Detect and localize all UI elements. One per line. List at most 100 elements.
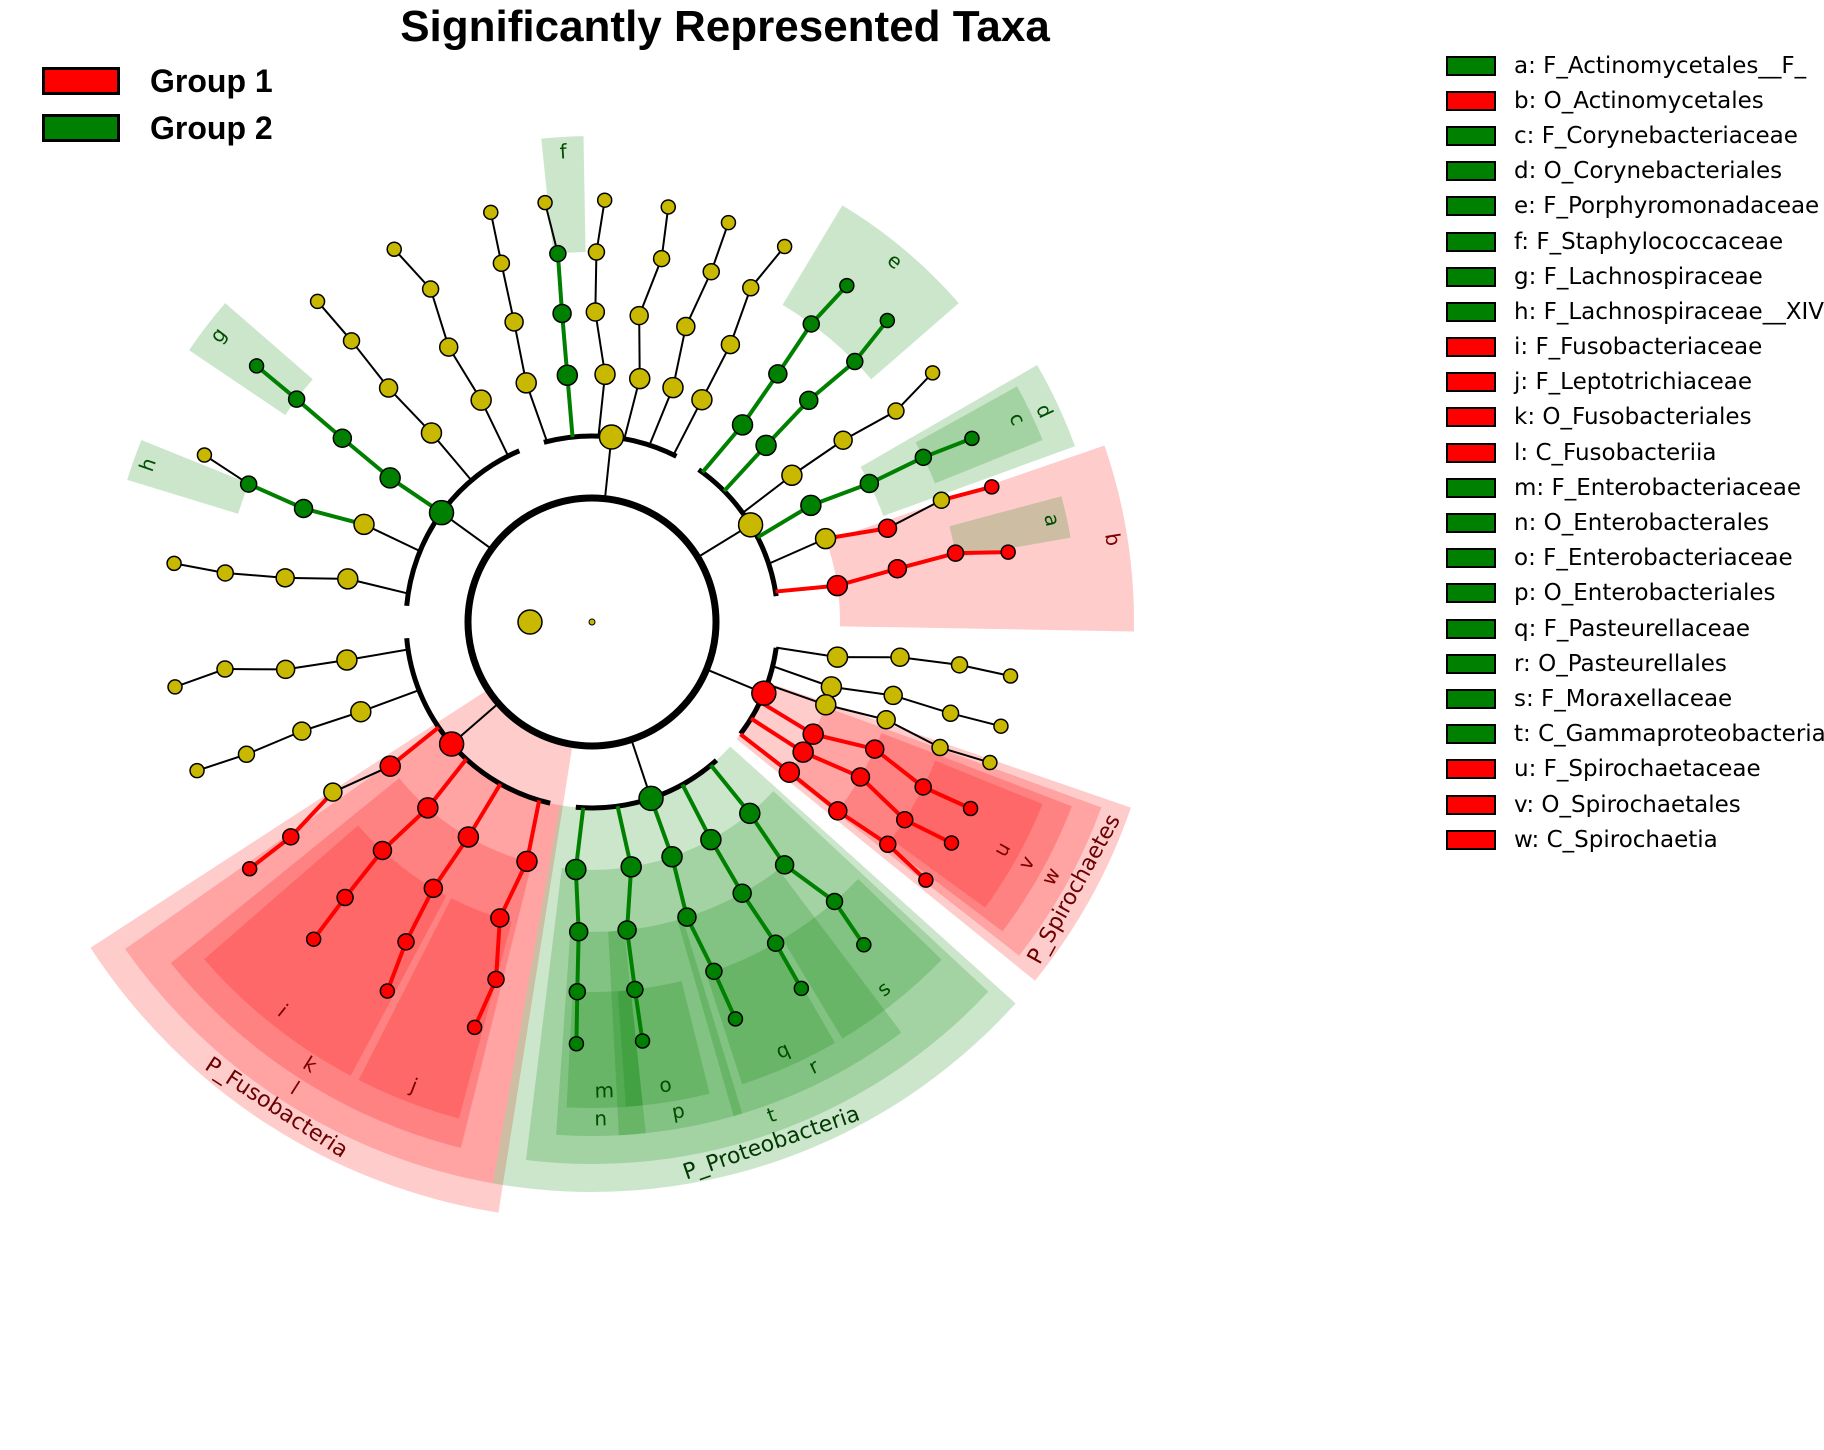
legend-item-j: j: F_Leptotrichiaceae: [1446, 365, 1824, 400]
clade-legend: a: F_Actinomycetales__F_ b: O_Actinomycet…: [1446, 48, 1824, 857]
tree-node: [826, 646, 849, 668]
tree-node: [568, 921, 589, 942]
tree-node: [931, 738, 949, 757]
tree-edge: [892, 694, 951, 715]
group2-label: Group 2: [150, 109, 273, 146]
tree-edge: [472, 978, 498, 1029]
tree-node: [470, 389, 492, 411]
tree-edge: [295, 397, 344, 440]
tree-node: [776, 238, 793, 255]
tree-node: [196, 447, 213, 463]
root-node: [588, 618, 596, 626]
clade-band-e: [782, 205, 959, 380]
tree-node: [652, 249, 671, 268]
tree-edge: [955, 550, 1009, 556]
clade-band-b: [826, 445, 1134, 632]
clade-band-label-a: a: [1039, 511, 1065, 528]
group2-swatch: [42, 114, 120, 142]
legend-label: c: F_Corynebacteriaceae: [1514, 122, 1798, 149]
tree-edge: [555, 253, 565, 314]
tree-node: [594, 363, 616, 386]
legend-item-s: s: F_Moraxellaceae: [1446, 681, 1824, 716]
legend-label: d: O_Corynebacteriales: [1514, 158, 1783, 185]
tree-edge: [783, 863, 836, 904]
tree-edge: [500, 263, 516, 323]
tree-node: [305, 931, 322, 947]
tree-node: [423, 878, 444, 899]
tree-node: [700, 828, 722, 851]
tree-node: [828, 801, 848, 821]
tree-node: [487, 970, 505, 989]
clade-band-i: [204, 825, 447, 1076]
tree-edge: [896, 551, 957, 571]
legend-label: e: F_Porphyromonadaceae: [1514, 193, 1820, 220]
class-node: [438, 731, 465, 757]
tree-node: [336, 888, 354, 907]
legend-item-w: w: C_Spirochaetia: [1446, 822, 1824, 857]
tree-node: [332, 428, 353, 448]
tree-node: [568, 1035, 585, 1052]
legend-item-c: c: F_Corynebacteriaceae: [1446, 118, 1824, 153]
legend-label: n: O_Enterobacterales: [1514, 510, 1770, 537]
tree-node: [552, 303, 572, 324]
tree-node: [596, 192, 613, 208]
tree-node: [537, 194, 553, 211]
legend-item-e: e: F_Porphyromonadaceae: [1446, 189, 1824, 224]
legend-item-f: f: F_Staphylococcaceae: [1446, 224, 1824, 259]
legend-swatch: [1446, 724, 1496, 745]
legend-swatch: [1446, 583, 1496, 604]
tree-node: [661, 845, 683, 868]
tree-edge: [685, 916, 716, 973]
clade-band-u: [891, 760, 1043, 908]
class-node: [638, 785, 664, 812]
tree-node: [515, 372, 537, 394]
tree-edge: [203, 454, 250, 485]
tree-node: [241, 861, 258, 877]
tree-node: [587, 243, 606, 261]
legend-swatch: [1446, 337, 1496, 358]
clade-band-a: [949, 496, 1071, 558]
legend-swatch: [1446, 266, 1496, 287]
tree-node: [887, 402, 905, 420]
tree-node: [802, 315, 820, 333]
tree-node: [941, 704, 960, 723]
legend-swatch: [1446, 90, 1496, 111]
tree-edge: [494, 917, 502, 980]
tree-node: [420, 422, 443, 444]
tree-node: [379, 983, 396, 999]
tree-node: [634, 1033, 651, 1049]
legend-swatch: [1446, 688, 1496, 709]
tree-node: [457, 826, 480, 848]
tree-node: [504, 312, 524, 332]
tree-node: [691, 388, 713, 411]
tree-node: [386, 241, 402, 257]
tree-edge: [836, 809, 889, 846]
tree-edge: [350, 340, 390, 389]
tree-node: [275, 568, 295, 588]
tree-edge: [174, 668, 226, 688]
legend-label: h: F_Lachnospiraceae__XIV: [1514, 298, 1824, 325]
tree-node: [677, 907, 697, 927]
legend-label: k: O_Fusobacteriales: [1514, 404, 1752, 431]
tree-node: [887, 558, 908, 579]
legend-item-h: h: F_Lachnospiraceae__XIV: [1446, 294, 1824, 329]
tree-node: [755, 434, 777, 457]
tree-edge: [895, 372, 934, 412]
tree-node: [815, 694, 837, 716]
legend-swatch: [1446, 794, 1496, 815]
tree-node: [676, 316, 696, 337]
class-node: [737, 512, 764, 538]
tree-node: [705, 962, 723, 981]
tree-node: [239, 475, 258, 493]
tree-node: [833, 430, 853, 451]
legend-swatch: [1446, 618, 1496, 639]
tree-edge: [575, 931, 581, 992]
tree-node: [846, 352, 864, 371]
tree-node: [800, 494, 822, 517]
tree-node: [732, 883, 752, 903]
legend-swatch: [1446, 513, 1496, 534]
tree-edge: [684, 271, 713, 327]
legend-item-q: q: F_Pasteurellaceae: [1446, 611, 1824, 646]
clade-band-s: [782, 879, 942, 1039]
tree-node: [342, 332, 361, 350]
